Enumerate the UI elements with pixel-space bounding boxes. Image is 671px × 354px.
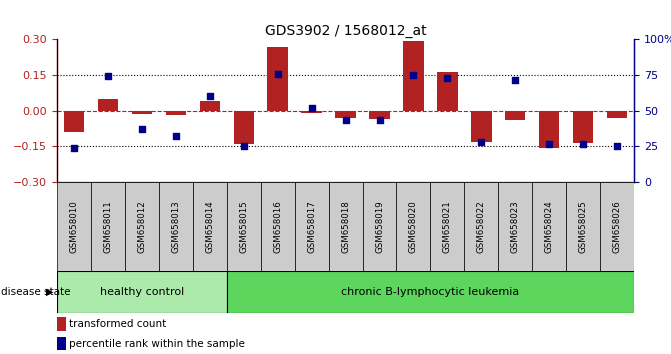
Bar (437, 72, 458, 110)
Text: GSM658026: GSM658026 (613, 200, 621, 253)
Bar (566, 182, 600, 271)
Text: GSM658013: GSM658013 (171, 200, 180, 253)
Point (612, 143, 623, 149)
Bar (336, 110, 356, 118)
Bar (57, 337, 66, 350)
Text: GSM658019: GSM658019 (375, 200, 384, 253)
Point (578, 141, 588, 147)
Text: GSM658014: GSM658014 (205, 200, 214, 253)
Bar (234, 110, 254, 144)
Bar (301, 110, 322, 113)
Bar (261, 182, 295, 271)
Bar (199, 101, 220, 110)
Point (306, 105, 317, 111)
Text: chronic B-lymphocytic leukemia: chronic B-lymphocytic leukemia (342, 287, 519, 297)
Point (272, 71, 283, 76)
Text: GSM658021: GSM658021 (443, 200, 452, 253)
Point (442, 75, 453, 81)
Point (340, 118, 351, 123)
Point (476, 139, 486, 144)
Text: GSM658015: GSM658015 (240, 200, 248, 253)
Point (408, 72, 419, 78)
Bar (362, 182, 397, 271)
Bar (57, 271, 227, 313)
Point (238, 143, 249, 149)
Text: GSM658020: GSM658020 (409, 200, 418, 253)
Bar (125, 182, 159, 271)
Bar (499, 182, 532, 271)
Text: GSM658022: GSM658022 (477, 200, 486, 253)
Title: GDS3902 / 1568012_at: GDS3902 / 1568012_at (265, 24, 426, 38)
Bar (464, 182, 499, 271)
Text: GSM658017: GSM658017 (307, 200, 316, 253)
Text: GSM658018: GSM658018 (341, 200, 350, 253)
Bar (430, 182, 464, 271)
Text: ▶: ▶ (46, 287, 53, 297)
Text: GSM658010: GSM658010 (70, 200, 79, 253)
Bar (268, 47, 288, 110)
Text: percentile rank within the sample: percentile rank within the sample (69, 339, 245, 349)
Text: GSM658023: GSM658023 (511, 200, 520, 253)
Text: GSM658011: GSM658011 (103, 200, 113, 253)
Text: transformed count: transformed count (69, 319, 166, 329)
Bar (227, 271, 634, 313)
Point (205, 93, 215, 99)
Bar (573, 110, 593, 143)
Text: GSM658016: GSM658016 (273, 200, 282, 253)
Bar (539, 110, 560, 148)
Bar (193, 182, 227, 271)
Text: healthy control: healthy control (100, 287, 184, 297)
Bar (369, 110, 390, 119)
Bar (64, 110, 84, 132)
Point (68, 145, 79, 150)
Bar (329, 182, 362, 271)
Point (510, 77, 521, 83)
Bar (505, 110, 525, 120)
Text: disease state: disease state (1, 287, 70, 297)
Bar (295, 182, 329, 271)
Bar (166, 110, 186, 115)
Bar (227, 182, 261, 271)
Point (170, 133, 181, 139)
Bar (607, 110, 627, 118)
Bar (600, 182, 634, 271)
Bar (532, 182, 566, 271)
Bar (397, 182, 430, 271)
Bar (403, 41, 423, 110)
Bar (57, 182, 91, 271)
Point (136, 126, 147, 131)
Point (103, 73, 113, 79)
Point (544, 141, 555, 147)
Bar (471, 110, 492, 142)
Bar (98, 99, 118, 110)
Bar (159, 182, 193, 271)
Bar (57, 317, 66, 331)
Text: GSM658024: GSM658024 (545, 200, 554, 253)
Text: GSM658012: GSM658012 (138, 200, 146, 253)
Bar (91, 182, 125, 271)
Bar (132, 110, 152, 114)
Text: GSM658025: GSM658025 (578, 200, 588, 253)
Point (374, 118, 385, 123)
